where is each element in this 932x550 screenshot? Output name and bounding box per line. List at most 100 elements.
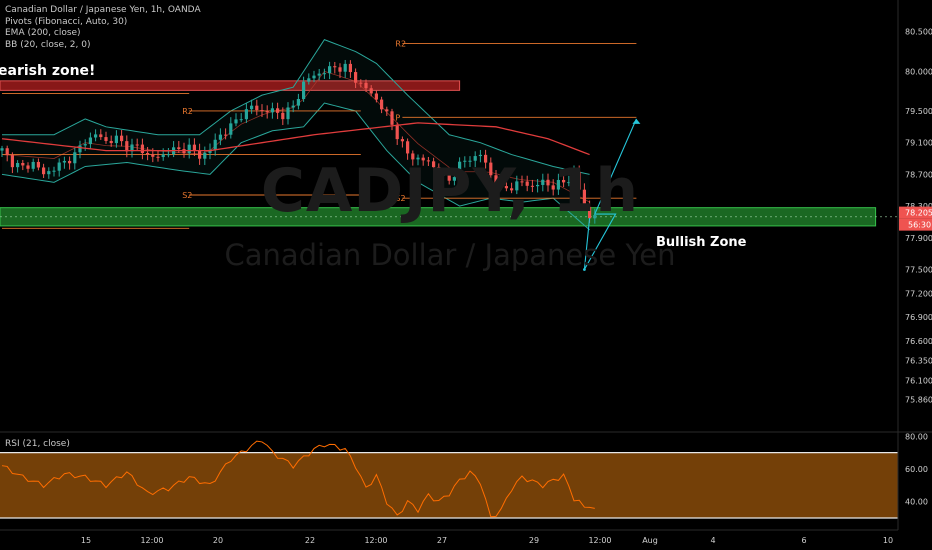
candle-body xyxy=(161,154,165,158)
bb-upper xyxy=(2,39,590,175)
candle-body xyxy=(291,105,295,108)
candle-body xyxy=(400,139,404,142)
legend-ema[interactable]: EMA (200, close) xyxy=(5,28,81,38)
candle-body xyxy=(99,134,103,138)
candle-body xyxy=(5,148,9,156)
candle-body xyxy=(265,111,269,113)
time-tick: 20 xyxy=(213,536,223,545)
candle-body xyxy=(120,135,124,142)
candle-body xyxy=(73,152,77,164)
last-price-badge xyxy=(899,206,932,219)
bullish-zone-label[interactable]: Bullish Zone xyxy=(656,235,747,250)
candle-body xyxy=(36,161,40,168)
candle-body xyxy=(166,154,170,156)
candle-body xyxy=(416,157,420,160)
candle-body xyxy=(577,171,581,190)
candle-body xyxy=(286,107,290,120)
candle-body xyxy=(463,160,467,162)
candle-body xyxy=(47,171,51,175)
indicator-legend: Canadian Dollar / Japanese Yen, 1h, OAND… xyxy=(5,5,201,51)
candle-body xyxy=(135,144,139,146)
time-tick: 22 xyxy=(305,536,315,545)
candle-body xyxy=(125,141,129,152)
ema-200 xyxy=(1,122,590,156)
candle-body xyxy=(239,119,243,121)
candle-body xyxy=(520,181,524,183)
price-tick: 76.600 xyxy=(905,337,932,346)
price-tick: 80.500 xyxy=(905,28,932,37)
candle-body xyxy=(26,165,30,169)
bearish-zone-label[interactable]: earish zone! xyxy=(0,63,96,79)
price-tick: 78.700 xyxy=(905,170,932,179)
time-tick: 12:00 xyxy=(588,536,611,545)
candle-body xyxy=(541,179,545,185)
candle-body xyxy=(250,105,254,110)
watermark-name: Canadian Dollar / Japanese Yen xyxy=(224,238,676,272)
candle-body xyxy=(515,181,519,191)
candle-body xyxy=(296,98,300,106)
ema-line xyxy=(1,122,590,156)
projection-arrowhead xyxy=(632,118,641,124)
pivot-label: S2 xyxy=(182,191,192,200)
projection-low-point xyxy=(583,268,586,271)
price-tick: 76.900 xyxy=(905,313,932,322)
legend-symbol[interactable]: Canadian Dollar / Japanese Yen, 1h, OAND… xyxy=(5,5,201,15)
candle-body xyxy=(328,66,332,74)
legend-bb[interactable]: BB (20, close, 2, 0) xyxy=(5,39,91,50)
last-price-text: 78.205 xyxy=(905,209,932,218)
candle-body xyxy=(317,73,321,76)
time-tick: Aug xyxy=(642,536,658,545)
candle-body xyxy=(374,93,378,100)
candle-body xyxy=(224,134,228,136)
pivot-label: R2 xyxy=(182,107,193,116)
candle-body xyxy=(385,109,389,112)
candle-body xyxy=(452,177,456,181)
candle-body xyxy=(88,137,92,145)
pivot-label: S2 xyxy=(395,194,405,203)
rsi-legend[interactable]: RSI (21, close) xyxy=(5,439,70,449)
candle-body xyxy=(68,160,72,164)
price-tick: 77.500 xyxy=(905,266,932,275)
price-tick: 78.300 xyxy=(905,202,932,211)
time-tick: 29 xyxy=(529,536,539,545)
candle-body xyxy=(151,154,155,157)
candle-body xyxy=(322,73,326,75)
candle-body xyxy=(42,167,46,175)
rsi-tick: 60.00 xyxy=(905,465,928,474)
candle-body xyxy=(78,145,82,153)
time-tick: 27 xyxy=(437,536,447,545)
candle-body xyxy=(390,111,394,125)
candle-body xyxy=(567,182,571,184)
candle-body xyxy=(62,160,66,163)
rsi-line xyxy=(1,440,595,518)
candle-body xyxy=(260,110,264,112)
candle-body xyxy=(307,78,311,82)
candle-body xyxy=(10,155,14,168)
candle-body xyxy=(198,150,202,159)
candles-layer xyxy=(0,59,597,224)
candle-body xyxy=(468,160,472,162)
candle-body xyxy=(582,189,586,207)
candle-body xyxy=(572,171,576,183)
candle-body xyxy=(411,153,415,160)
legend-pivots[interactable]: Pivots (Fibonacci, Auto, 30) xyxy=(5,16,128,27)
pivot-levels: R2 S2 R2 P S2 xyxy=(2,40,637,229)
candle-body xyxy=(348,63,352,73)
projection-line xyxy=(583,118,637,270)
price-tick: 76.100 xyxy=(905,376,932,385)
candle-body xyxy=(276,108,280,113)
candle-body xyxy=(0,148,4,151)
candle-body xyxy=(187,144,191,154)
candle-body xyxy=(312,75,316,79)
candle-body xyxy=(130,144,134,152)
price-tick: 77.900 xyxy=(905,234,932,243)
price-tick: 80.000 xyxy=(905,67,932,76)
price-tick: 79.100 xyxy=(905,139,932,148)
candle-body xyxy=(255,105,259,111)
candle-body xyxy=(94,134,98,138)
candle-body xyxy=(140,144,144,154)
pivot-label: P xyxy=(395,113,400,122)
candle-body xyxy=(16,162,20,168)
